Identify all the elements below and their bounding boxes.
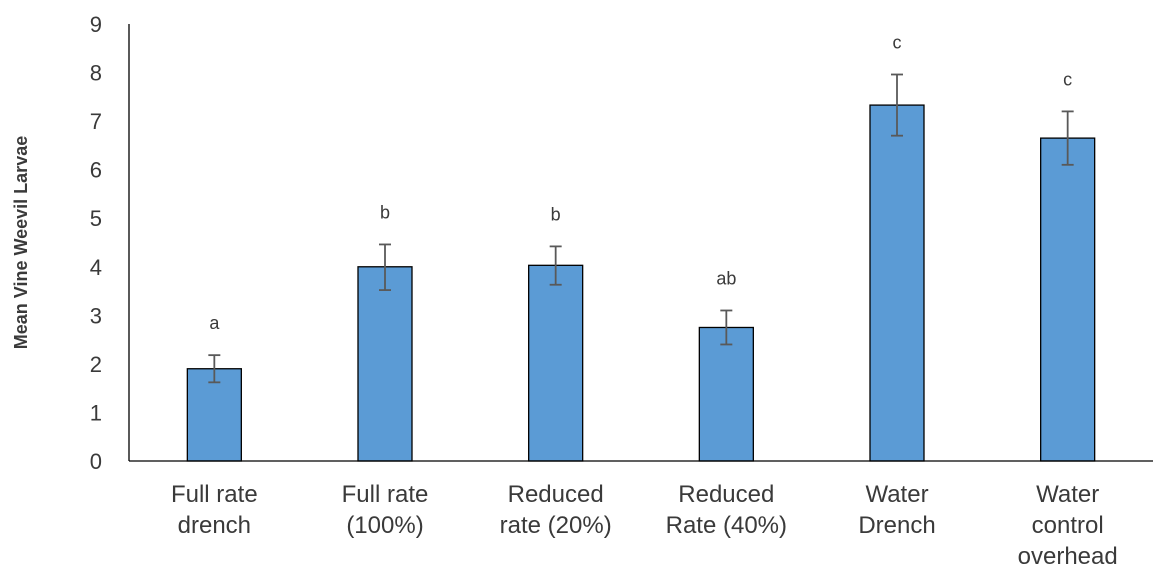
error-bar <box>208 354 221 384</box>
x-tick-label-line: overhead <box>1018 543 1118 570</box>
x-tick-label: Water control overhead <box>1018 481 1118 570</box>
y-tick-label: 2 <box>90 352 102 377</box>
y-tick-label: 1 <box>90 400 102 425</box>
error-bar <box>1061 110 1074 166</box>
x-tick-label-line: Water <box>865 481 928 508</box>
x-tick-label-line: Full rate <box>342 481 429 508</box>
bar <box>357 266 413 462</box>
bar <box>869 104 925 462</box>
y-tick-label: 7 <box>90 109 102 134</box>
bar <box>186 368 242 462</box>
x-tick-label-line: Reduced <box>678 481 774 508</box>
significance-label: c <box>1063 69 1072 89</box>
significance-label: b <box>380 202 390 222</box>
y-tick-label: 9 <box>90 12 102 37</box>
y-tick-label: 3 <box>90 303 102 328</box>
x-tick-label-line: Water <box>1036 481 1099 508</box>
significance-label: c <box>893 32 902 52</box>
x-tick-label-line: drench <box>178 512 251 539</box>
x-tick-label: Water Drench <box>858 481 935 539</box>
y-axis-label-group: Mean Vine Weevil Larvae <box>11 136 31 349</box>
x-tick-label: Full rate drench <box>171 481 258 539</box>
error-bar <box>720 309 733 346</box>
bar <box>698 326 754 462</box>
y-tick-label: 6 <box>90 158 102 183</box>
significance-label: b <box>551 204 561 224</box>
bar <box>528 264 584 462</box>
error-bar <box>549 245 562 286</box>
y-axis-ticks: 0 1 2 3 4 5 6 7 8 9 <box>90 12 102 474</box>
x-axis-categories: Full rate drench Full rate (100%) Reduced rat… <box>171 481 1118 570</box>
x-tick-label: Full rate (100%) <box>342 481 429 539</box>
x-tick-label-line: control <box>1032 512 1104 539</box>
y-tick-label: 8 <box>90 61 102 86</box>
significance-label: ab <box>716 268 736 288</box>
error-bar <box>379 243 391 291</box>
x-tick-label-line: (100%) <box>346 512 423 539</box>
significance-label: a <box>209 313 220 333</box>
x-tick-label-line: Rate (40%) <box>666 512 787 539</box>
bar <box>1040 137 1096 462</box>
x-tick-label-line: Reduced <box>508 481 604 508</box>
y-tick-label: 0 <box>90 449 102 474</box>
bars <box>186 104 1096 462</box>
error-bar <box>891 73 903 137</box>
y-tick-label: 5 <box>90 206 102 231</box>
x-tick-label-line: Drench <box>858 512 935 539</box>
x-tick-label-line: Full rate <box>171 481 258 508</box>
x-tick-label: Reduced rate (20%) <box>500 481 612 539</box>
y-tick-label: 4 <box>90 255 102 280</box>
x-tick-label-line: rate (20%) <box>500 512 612 539</box>
y-axis-label: Mean Vine Weevil Larvae <box>11 136 31 349</box>
error-bars <box>208 73 1074 384</box>
x-tick-label: Reduced Rate (40%) <box>666 481 787 539</box>
